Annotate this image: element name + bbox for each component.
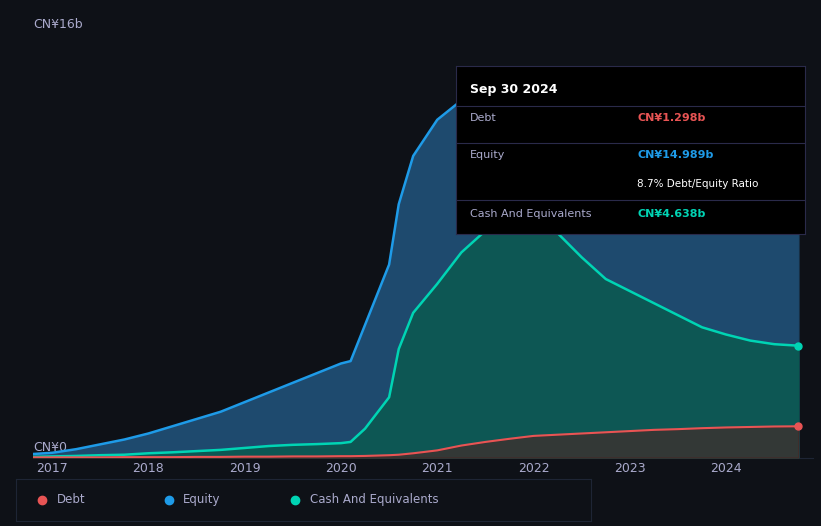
Text: CN¥16b: CN¥16b <box>33 18 82 31</box>
Text: Cash And Equivalents: Cash And Equivalents <box>310 493 438 506</box>
Text: Sep 30 2024: Sep 30 2024 <box>470 83 557 96</box>
Text: Debt: Debt <box>57 493 85 506</box>
Text: CN¥1.298b: CN¥1.298b <box>637 113 705 123</box>
Text: Cash And Equivalents: Cash And Equivalents <box>470 209 591 219</box>
Text: CN¥14.989b: CN¥14.989b <box>637 150 713 160</box>
Text: CN¥4.638b: CN¥4.638b <box>637 209 705 219</box>
Text: Equity: Equity <box>470 150 505 160</box>
Text: Debt: Debt <box>470 113 497 123</box>
Text: Equity: Equity <box>183 493 221 506</box>
Text: 8.7% Debt/Equity Ratio: 8.7% Debt/Equity Ratio <box>637 178 759 188</box>
Text: CN¥0: CN¥0 <box>33 440 67 453</box>
